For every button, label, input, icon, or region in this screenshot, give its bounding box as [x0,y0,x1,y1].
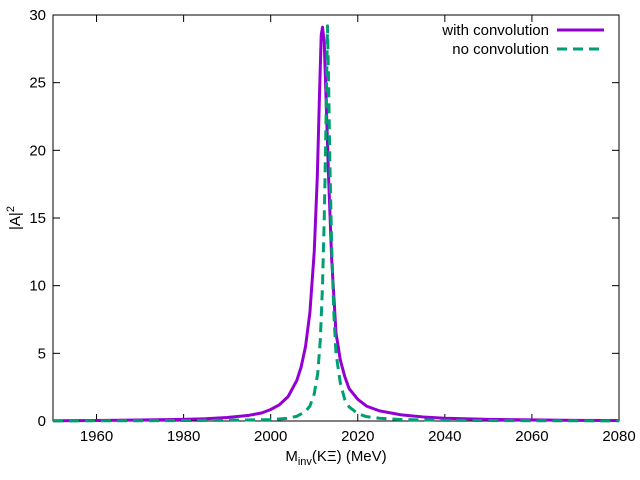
x-axis-label-rest: (KΞ) (MeV) [312,448,387,465]
x-tick-label: 1980 [167,428,200,445]
y-tick-label: 0 [38,413,46,430]
series-line-0 [52,25,620,423]
legend: with convolution no convolution [441,22,604,58]
y-tick-label: 20 [29,142,46,159]
y-axis-label-sup: 2 [5,206,17,212]
x-tick-label: 2040 [428,428,461,445]
y-tick-label: 5 [38,345,46,362]
x-axis-label-main: M [285,448,298,465]
y-tick-label: 10 [29,278,46,295]
x-tick-label: 1960 [80,428,113,445]
series-layer [52,24,620,423]
x-tick-label: 2060 [515,428,548,445]
y-tick-label: 15 [29,210,46,227]
series-line-1 [52,24,620,423]
x-axis-label: Minv(KΞ) (MeV) [285,448,386,468]
x-axis-label-sub: inv [298,456,313,468]
y-tick-label: 25 [29,75,46,92]
y-axis-label-main: |A| [7,212,24,230]
x-tick-label: 2020 [341,428,374,445]
x-tick-label: 2000 [254,428,287,445]
y-axis-label: |A|2 [5,206,24,230]
legend-label-1: no convolution [452,41,549,58]
axis-ticks: 1960 1980 2000 2020 2040 2060 2080 0 5 10 15 20 25 30 [29,7,635,445]
x-tick-label: 2080 [602,428,635,445]
legend-label-0: with convolution [441,22,549,39]
y-tick-label: 30 [29,7,46,24]
